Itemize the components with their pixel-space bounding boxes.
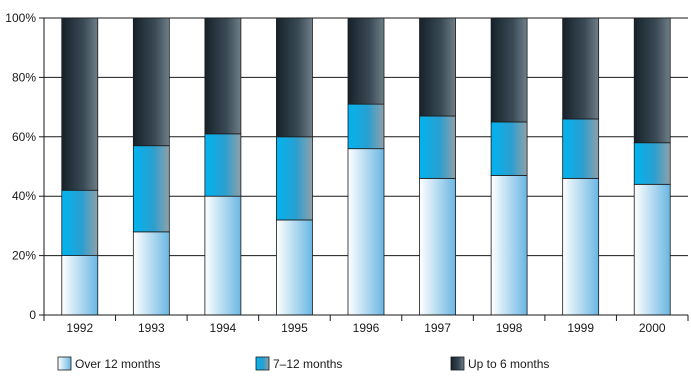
x-tick-label: 1996 xyxy=(353,321,380,335)
y-tick-label: 100% xyxy=(5,11,36,25)
y-tick-label: 20% xyxy=(12,249,36,263)
bar-segment xyxy=(633,142,671,185)
bar-segment xyxy=(276,219,313,316)
bar-segment xyxy=(132,145,170,233)
bar-segment xyxy=(204,17,242,135)
bar-segment xyxy=(562,17,600,120)
x-tick-label: 1999 xyxy=(567,321,594,335)
legend-label: Over 12 months xyxy=(75,357,160,371)
legend-swatch xyxy=(57,356,72,371)
y-tick-label: 0 xyxy=(29,308,36,322)
x-tick-label: 1992 xyxy=(66,321,93,335)
bars xyxy=(61,17,671,316)
bar-segment xyxy=(419,115,456,179)
bar-segment xyxy=(419,177,456,316)
bar-segment xyxy=(276,17,313,138)
y-tick-label: 60% xyxy=(12,130,36,144)
x-tick-label: 1997 xyxy=(424,321,451,335)
x-tick-label: 1995 xyxy=(281,321,308,335)
legend: Over 12 months 7–12 months Up to 6 months xyxy=(57,356,549,371)
y-axis: 0 20% 40% 60% 80% 100% xyxy=(5,11,45,322)
bar-segment xyxy=(132,17,170,147)
y-tick-label: 40% xyxy=(12,189,36,203)
legend-label: 7–12 months xyxy=(273,357,342,371)
bar-segment xyxy=(204,133,242,197)
bar-segment xyxy=(204,195,242,316)
bar-segment xyxy=(419,17,456,117)
bar-segment xyxy=(347,148,385,316)
x-tick-label: 1994 xyxy=(210,321,237,335)
bar-segment xyxy=(490,121,528,176)
x-tick-label: 2000 xyxy=(639,321,666,335)
x-tick-label: 1998 xyxy=(496,321,523,335)
bar-segment xyxy=(490,17,528,123)
bar-segment xyxy=(633,17,671,144)
legend-swatch xyxy=(255,356,270,371)
y-tick-label: 80% xyxy=(12,70,36,84)
bar-segment xyxy=(61,255,99,316)
bar-segment xyxy=(347,17,385,105)
bar-segment xyxy=(61,189,99,256)
x-tick-label: 1993 xyxy=(138,321,165,335)
bar-segment xyxy=(132,231,170,316)
legend-label: Up to 6 months xyxy=(468,357,549,371)
bar-segment xyxy=(490,175,528,316)
bar-segment xyxy=(562,177,600,316)
bar-segment xyxy=(347,103,385,150)
bar-segment xyxy=(562,118,600,179)
bar-segment xyxy=(276,136,313,221)
legend-swatch xyxy=(450,356,465,371)
x-axis: 1992 1993 1994 1995 1996 1997 1998 1999 2000 xyxy=(43,314,689,335)
bar-segment xyxy=(61,17,99,191)
bar-segment xyxy=(633,183,671,316)
